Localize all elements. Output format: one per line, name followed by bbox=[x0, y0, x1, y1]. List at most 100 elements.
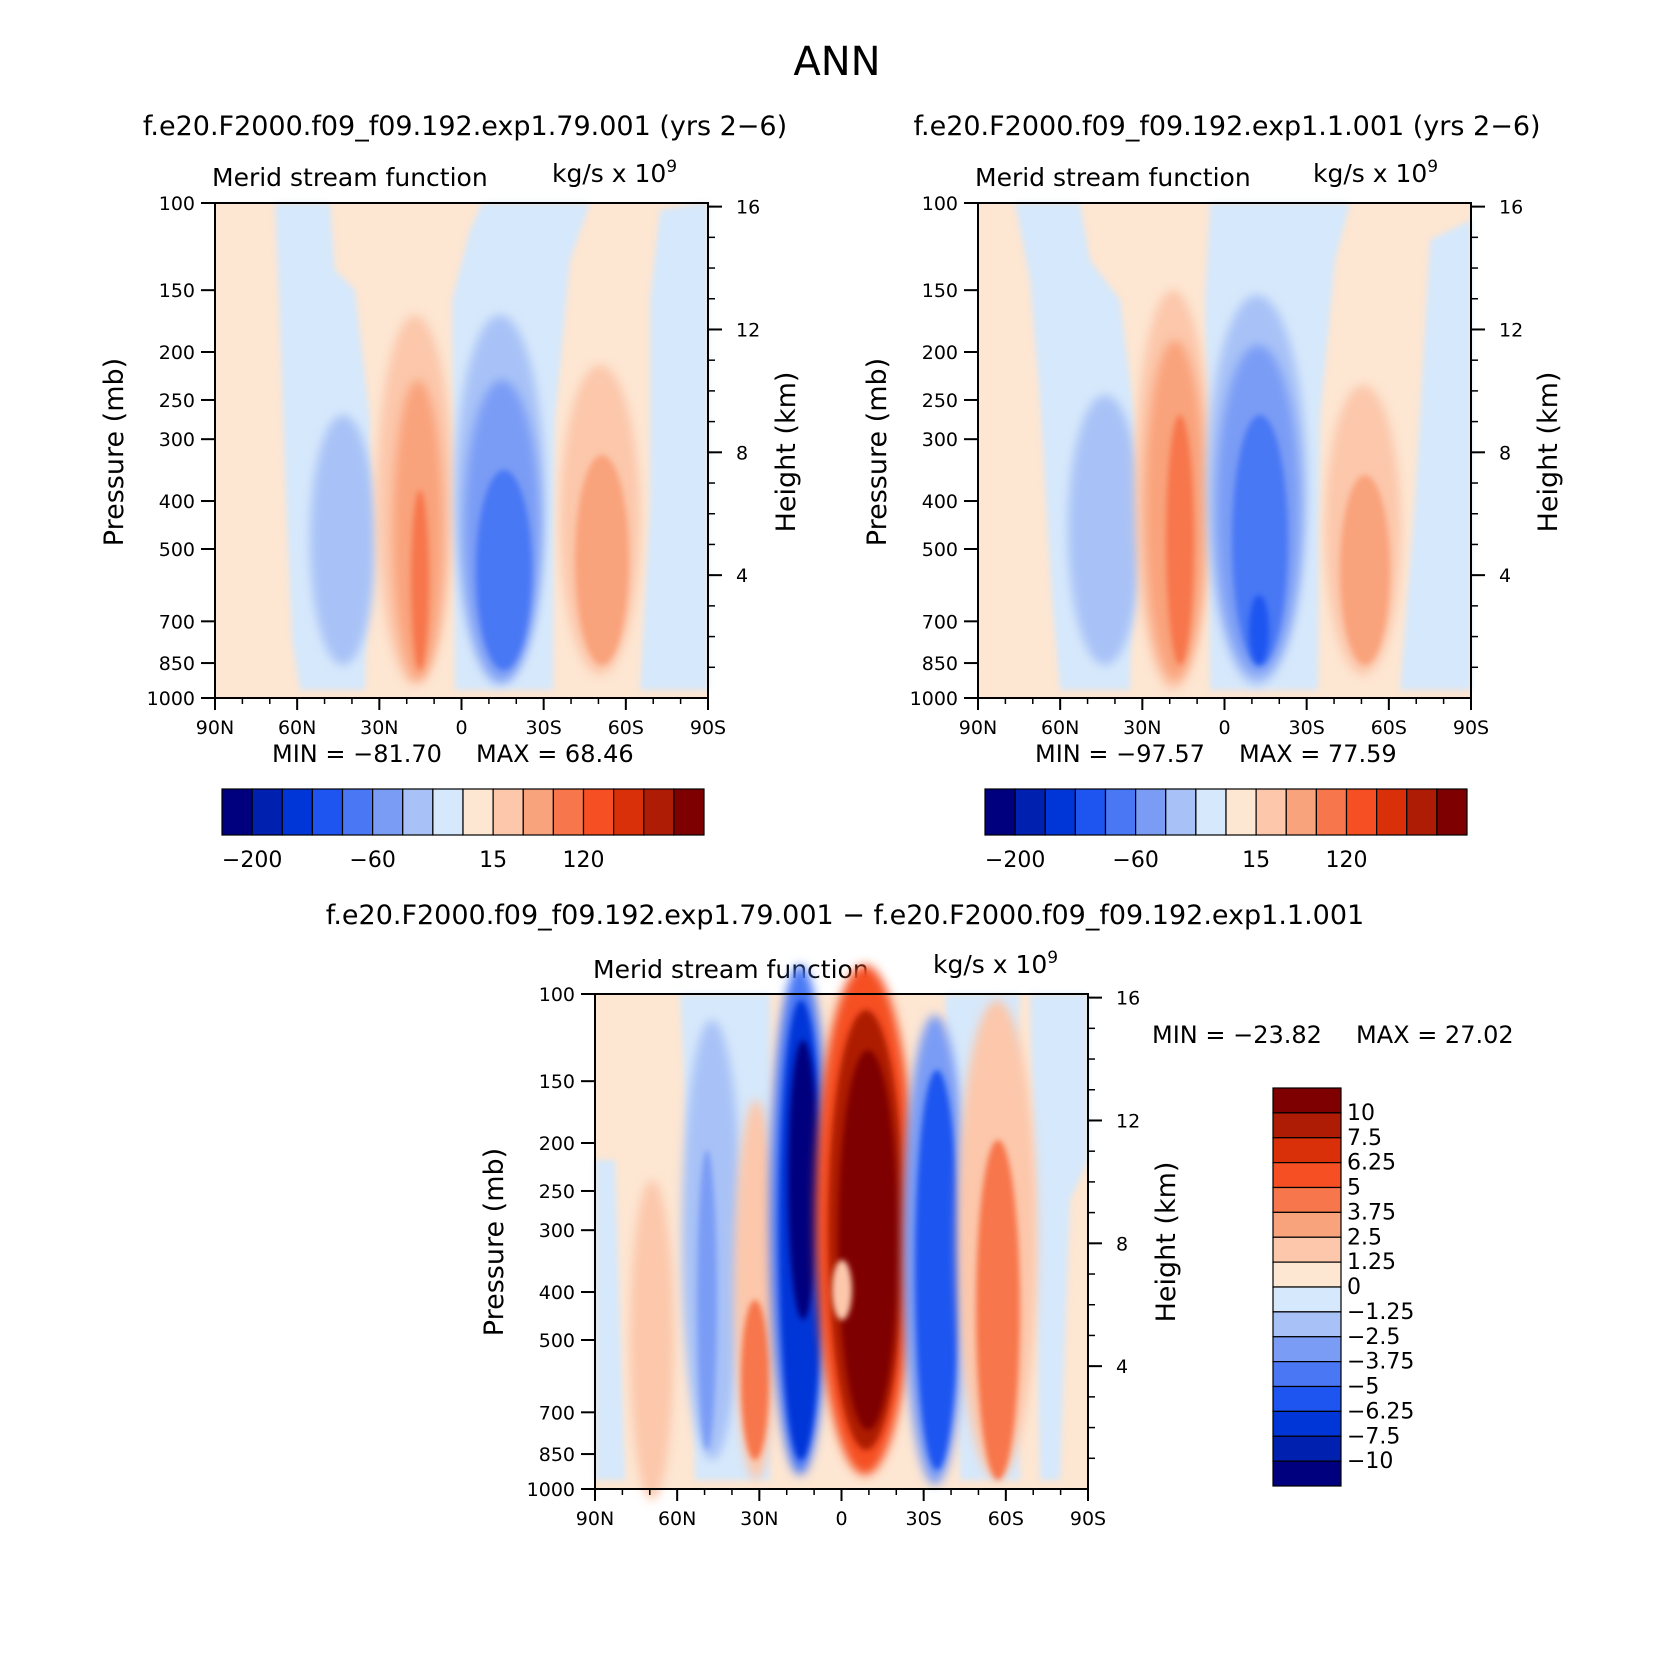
case2-xtick-label-5: 60S bbox=[1371, 717, 1407, 739]
diff-xtick-label-3: 0 bbox=[835, 1508, 847, 1530]
diff-cell-left-red bbox=[630, 1180, 674, 1500]
diff-units: kg/s x 109 bbox=[933, 948, 1058, 979]
diff-subtitle: Merid stream function bbox=[593, 955, 869, 984]
diff-colorbar-label-7: 0 bbox=[1347, 1275, 1361, 1300]
diff-xtick-label-6: 90S bbox=[1070, 1508, 1106, 1530]
case2-title: f.e20.F2000.f09_f09.192.exp1.1.001 (yrs … bbox=[913, 111, 1540, 142]
case2-colorbar-box-15 bbox=[1436, 788, 1468, 836]
case1-htick-label-3: 4 bbox=[736, 565, 748, 587]
case1-colorbar-label-0: −200 bbox=[222, 848, 282, 873]
case2-colorbar-box-11 bbox=[1315, 788, 1348, 836]
case2-ytick-label-6: 500 bbox=[922, 539, 958, 561]
diff-htick-label-0: 16 bbox=[1116, 988, 1140, 1010]
diff-x-ticks: 90N 60N 30N 0 30S 60S 90S bbox=[576, 1489, 1106, 1530]
case1-colorbar: −200 −60 15 120 bbox=[221, 788, 705, 873]
diff-colorbar-label-5: 2.5 bbox=[1347, 1225, 1382, 1250]
case1-cell-nh-blue bbox=[310, 415, 376, 665]
diff-cell-left-blue-inner bbox=[697, 1150, 717, 1450]
case2-band-sh-blue bbox=[1400, 220, 1471, 690]
case2-cell-blue-inner bbox=[1232, 415, 1288, 665]
case1-min: MIN = −81.70 bbox=[272, 740, 442, 768]
case1-colorbar-box-1 bbox=[251, 788, 283, 836]
case1-htick-label-0: 16 bbox=[736, 197, 760, 219]
case2-xtick-label-2: 30N bbox=[1123, 717, 1161, 739]
case1-colorbar-box-9 bbox=[492, 788, 524, 836]
case1-cell-red-inner bbox=[411, 490, 429, 670]
case1-height-ticks: 16 12 8 4 bbox=[708, 197, 760, 669]
diff-ytick-label-0: 100 bbox=[539, 984, 575, 1006]
case1-units-text: kg/s x 10 bbox=[552, 159, 666, 188]
case1-ytick-label-0: 100 bbox=[159, 193, 195, 215]
diff-colorbar-box-1 bbox=[1272, 1112, 1342, 1139]
diff-colorbar-box-13 bbox=[1272, 1410, 1342, 1437]
case2-colorbar: −200 −60 15 120 bbox=[984, 788, 1468, 873]
case1-htick-label-2: 8 bbox=[736, 442, 748, 464]
diff-ytick-label-9: 1000 bbox=[527, 1479, 575, 1501]
diff-colorbar-box-15 bbox=[1272, 1460, 1342, 1487]
diff-panel: f.e20.F2000.f09_f09.192.exp1.79.001 − f.… bbox=[326, 900, 1514, 1530]
diff-plot-area: 100 150 200 250 300 400 500 700 850 1000 90N 60N 30… bbox=[527, 965, 1140, 1530]
diff-xtick-label-1: 60N bbox=[658, 1508, 696, 1530]
case2-colorbar-box-13 bbox=[1376, 788, 1408, 836]
diff-colorbar-label-1: 7.5 bbox=[1347, 1126, 1382, 1151]
figure-title: ANN bbox=[793, 39, 880, 85]
case2-colorbar-box-8 bbox=[1225, 788, 1257, 836]
diff-cell-red-strip-inner bbox=[741, 1300, 769, 1460]
diff-ytick-label-7: 700 bbox=[539, 1402, 575, 1424]
diff-units-exp: 9 bbox=[1047, 948, 1058, 968]
diff-colorbar-box-14 bbox=[1272, 1435, 1342, 1462]
case2-colorbar-box-1 bbox=[1014, 788, 1046, 836]
diff-colorbar-box-3 bbox=[1272, 1162, 1342, 1189]
diff-colorbar-label-14: −10 bbox=[1347, 1449, 1393, 1474]
case1-colorbar-box-11 bbox=[552, 788, 585, 836]
diff-colorbar-box-4 bbox=[1272, 1186, 1342, 1213]
case2-ylabel: Pressure (mb) bbox=[862, 358, 893, 546]
diff-cell-strong-blue-inner bbox=[788, 1040, 818, 1320]
case2-subtitle: Merid stream function bbox=[975, 163, 1251, 192]
case1-ylabel-right: Height (km) bbox=[771, 372, 802, 533]
case2-ytick-label-2: 200 bbox=[922, 342, 958, 364]
case2-colorbar-box-12 bbox=[1345, 788, 1378, 836]
diff-colorbar-box-6 bbox=[1272, 1236, 1342, 1263]
diff-colorbar-label-3: 5 bbox=[1347, 1176, 1361, 1201]
case2-units: kg/s x 109 bbox=[1313, 157, 1438, 188]
case2-xtick-label-1: 60N bbox=[1041, 717, 1079, 739]
case2-xtick-label-4: 30S bbox=[1289, 717, 1325, 739]
case1-xtick-label-1: 60N bbox=[278, 717, 316, 739]
diff-cell-strong-red-inner bbox=[838, 1050, 898, 1430]
diff-ylabel-right: Height (km) bbox=[1151, 1162, 1182, 1323]
case2-colorbar-box-7 bbox=[1195, 788, 1227, 836]
case2-units-exp: 9 bbox=[1427, 157, 1438, 177]
diff-title: f.e20.F2000.f09_f09.192.exp1.79.001 − f.… bbox=[326, 900, 1364, 931]
case2-htick-label-3: 4 bbox=[1499, 565, 1511, 587]
case2-colorbar-box-0 bbox=[984, 788, 1016, 836]
case1-y-ticks: 100 150 200 250 300 400 500 700 850 1000 bbox=[147, 193, 215, 710]
case2-xtick-label-6: 90S bbox=[1453, 717, 1489, 739]
diff-htick-label-1: 12 bbox=[1116, 1110, 1140, 1132]
case2-cell-blue-core bbox=[1249, 595, 1269, 665]
diff-units-text: kg/s x 10 bbox=[933, 950, 1047, 979]
case2-max: MAX = 77.59 bbox=[1239, 740, 1397, 768]
diff-max: MAX = 27.02 bbox=[1356, 1021, 1514, 1049]
case1-subtitle: Merid stream function bbox=[212, 163, 488, 192]
case1-max: MAX = 68.46 bbox=[476, 740, 634, 768]
case2-htick-label-0: 16 bbox=[1499, 197, 1523, 219]
diff-colorbar: 107.56.2553.752.51.250−1.25−2.5−3.75−5−6… bbox=[1272, 1087, 1414, 1487]
case2-ytick-label-5: 400 bbox=[922, 491, 958, 513]
case2-cell-sh-red-inner bbox=[1340, 475, 1390, 665]
case2-htick-label-2: 8 bbox=[1499, 442, 1511, 464]
case1-colorbar-box-14 bbox=[643, 788, 675, 836]
case1-ytick-label-8: 850 bbox=[159, 653, 195, 675]
case1-xtick-label-5: 60S bbox=[608, 717, 644, 739]
case2-colorbar-box-9 bbox=[1255, 788, 1287, 836]
diff-xtick-label-2: 30N bbox=[740, 1508, 778, 1530]
case2-colorbar-label-2: 15 bbox=[1242, 848, 1270, 873]
diff-ytick-label-4: 300 bbox=[539, 1220, 575, 1242]
case1-htick-label-1: 12 bbox=[736, 319, 760, 341]
diff-cell-red-notch bbox=[832, 1260, 852, 1320]
case2-colorbar-label-3: 120 bbox=[1326, 848, 1368, 873]
diff-htick-label-2: 8 bbox=[1116, 1233, 1128, 1255]
case2-colorbar-box-4 bbox=[1104, 788, 1137, 836]
case1-ylabel: Pressure (mb) bbox=[99, 358, 130, 546]
